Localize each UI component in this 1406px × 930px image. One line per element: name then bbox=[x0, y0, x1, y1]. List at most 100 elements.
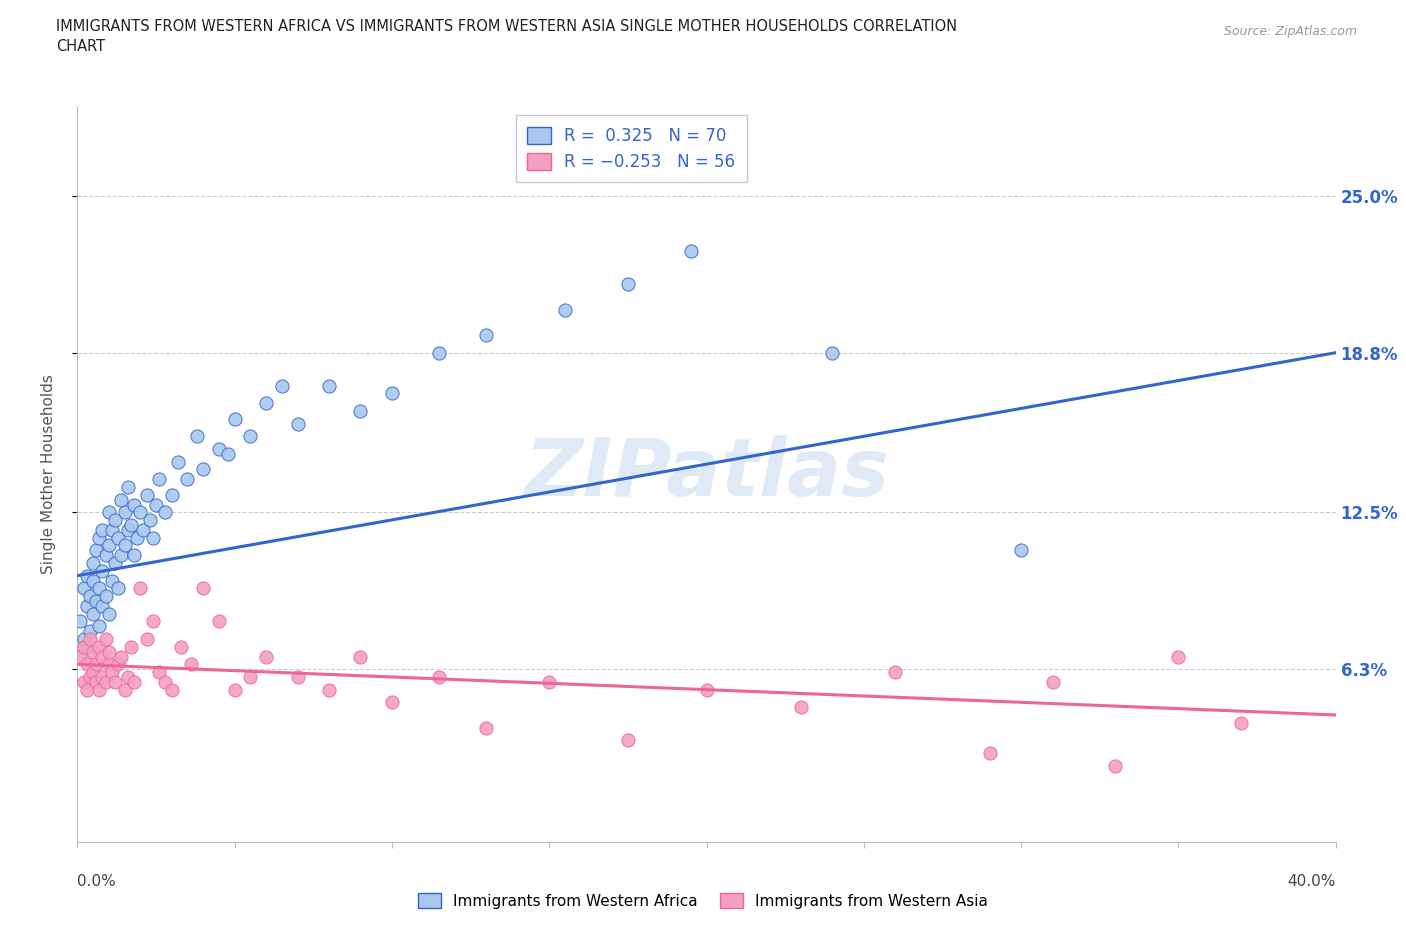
Point bbox=[97, 644, 120, 659]
Point bbox=[94, 548, 117, 563]
Point bbox=[104, 512, 127, 527]
Point bbox=[475, 327, 498, 342]
Point bbox=[110, 492, 132, 507]
Point bbox=[94, 674, 117, 689]
Point bbox=[132, 523, 155, 538]
Point bbox=[167, 454, 190, 469]
Point bbox=[94, 589, 117, 604]
Point bbox=[224, 683, 246, 698]
Point bbox=[94, 631, 117, 646]
Point bbox=[84, 674, 107, 689]
Point bbox=[101, 523, 124, 538]
Legend: Immigrants from Western Africa, Immigrants from Western Asia: Immigrants from Western Africa, Immigran… bbox=[412, 887, 994, 915]
Legend: R =  0.325   N = 70, R = −0.253   N = 56: R = 0.325 N = 70, R = −0.253 N = 56 bbox=[516, 115, 747, 182]
Point bbox=[129, 505, 152, 520]
Point bbox=[254, 649, 277, 664]
Text: CHART: CHART bbox=[56, 39, 105, 54]
Point bbox=[91, 649, 114, 664]
Point bbox=[122, 498, 145, 512]
Point bbox=[381, 695, 404, 710]
Point bbox=[72, 674, 94, 689]
Point bbox=[239, 670, 262, 684]
Point bbox=[82, 664, 104, 679]
Point bbox=[142, 530, 165, 545]
Point bbox=[475, 720, 498, 735]
Point bbox=[1010, 543, 1032, 558]
Point bbox=[107, 530, 129, 545]
Point bbox=[349, 649, 371, 664]
Point bbox=[1167, 649, 1189, 664]
Point bbox=[104, 555, 127, 570]
Point bbox=[427, 670, 450, 684]
Point bbox=[117, 670, 139, 684]
Point bbox=[120, 517, 142, 532]
Point bbox=[696, 683, 718, 698]
Point bbox=[821, 345, 844, 360]
Point bbox=[76, 639, 98, 654]
Point bbox=[89, 581, 111, 596]
Point bbox=[254, 396, 277, 411]
Point bbox=[97, 657, 120, 671]
Text: IMMIGRANTS FROM WESTERN AFRICA VS IMMIGRANTS FROM WESTERN ASIA SINGLE MOTHER HOU: IMMIGRANTS FROM WESTERN AFRICA VS IMMIGR… bbox=[56, 19, 957, 33]
Point bbox=[76, 599, 98, 614]
Point bbox=[790, 700, 813, 715]
Point bbox=[381, 386, 404, 401]
Point bbox=[122, 674, 145, 689]
Point bbox=[217, 446, 239, 461]
Y-axis label: Single Mother Households: Single Mother Households bbox=[42, 375, 56, 574]
Text: ZIPatlas: ZIPatlas bbox=[524, 435, 889, 513]
Point bbox=[979, 746, 1001, 761]
Point bbox=[145, 498, 167, 512]
Text: 40.0%: 40.0% bbox=[1288, 874, 1336, 889]
Point bbox=[270, 379, 292, 393]
Point bbox=[107, 657, 129, 671]
Point bbox=[69, 614, 91, 629]
Point bbox=[129, 581, 152, 596]
Point bbox=[884, 664, 907, 679]
Point bbox=[1104, 758, 1126, 773]
Point bbox=[148, 472, 170, 486]
Point bbox=[72, 631, 94, 646]
Point bbox=[89, 530, 111, 545]
Point bbox=[91, 564, 114, 578]
Point bbox=[318, 683, 340, 698]
Point bbox=[120, 639, 142, 654]
Point bbox=[114, 505, 136, 520]
Point bbox=[82, 606, 104, 621]
Point bbox=[287, 417, 309, 432]
Point bbox=[208, 614, 231, 629]
Point bbox=[224, 411, 246, 426]
Point bbox=[82, 573, 104, 588]
Point bbox=[114, 538, 136, 552]
Point bbox=[79, 631, 101, 646]
Point bbox=[127, 530, 149, 545]
Point bbox=[1042, 674, 1064, 689]
Point bbox=[97, 606, 120, 621]
Point bbox=[155, 674, 177, 689]
Point bbox=[107, 581, 129, 596]
Point bbox=[91, 670, 114, 684]
Point bbox=[427, 345, 450, 360]
Point bbox=[318, 379, 340, 393]
Point bbox=[72, 639, 94, 654]
Point bbox=[170, 639, 193, 654]
Point bbox=[186, 429, 208, 444]
Point bbox=[101, 573, 124, 588]
Point bbox=[617, 277, 640, 292]
Point bbox=[82, 555, 104, 570]
Point bbox=[538, 674, 561, 689]
Point bbox=[135, 631, 157, 646]
Text: 0.0%: 0.0% bbox=[77, 874, 117, 889]
Point bbox=[76, 683, 98, 698]
Point bbox=[117, 480, 139, 495]
Point bbox=[79, 670, 101, 684]
Text: Source: ZipAtlas.com: Source: ZipAtlas.com bbox=[1223, 25, 1357, 38]
Point bbox=[91, 523, 114, 538]
Point bbox=[84, 593, 107, 608]
Point bbox=[89, 618, 111, 633]
Point bbox=[110, 548, 132, 563]
Point bbox=[79, 624, 101, 639]
Point bbox=[76, 568, 98, 583]
Point bbox=[101, 664, 124, 679]
Point bbox=[349, 404, 371, 418]
